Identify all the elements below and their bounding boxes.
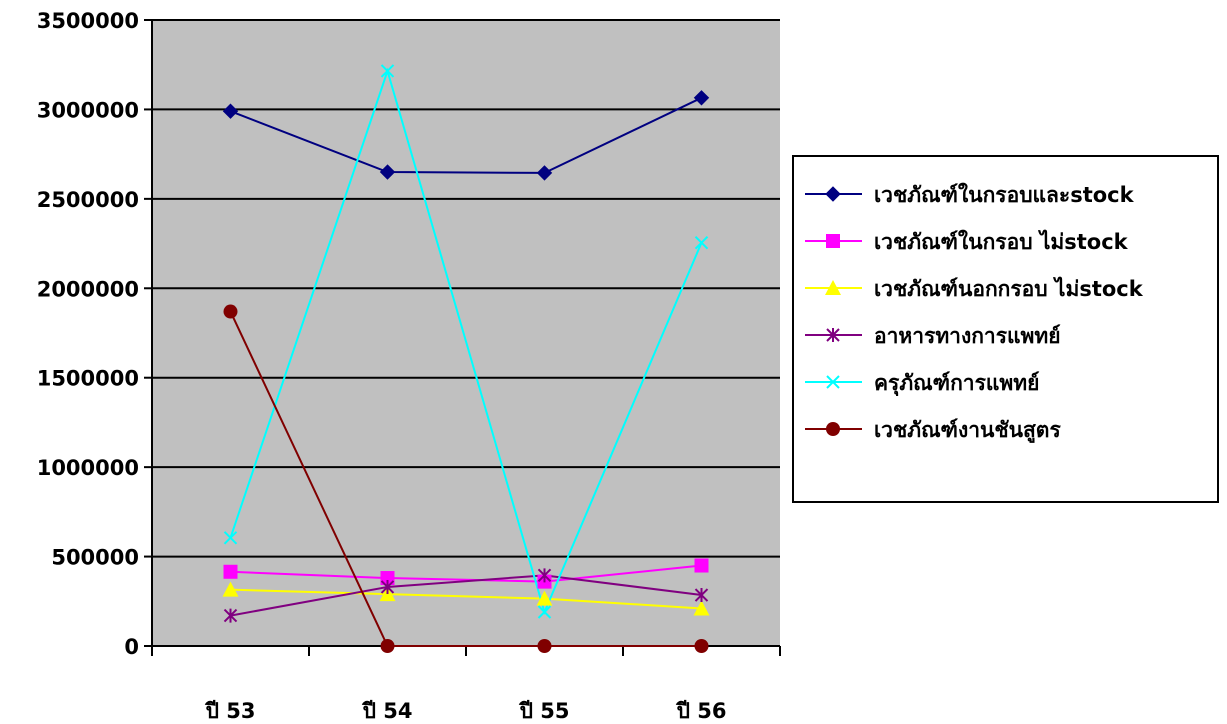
legend-label: ครุภัณฑ์การแพทย์ xyxy=(874,371,1039,397)
x-axis-ticks: ปี 53 ปี 54 ปี 55 ปี 56 xyxy=(151,646,781,723)
data-point-series-6 xyxy=(694,639,709,653)
data-point-series-6 xyxy=(223,304,238,319)
data-point-series-1 xyxy=(536,165,553,181)
legend-swatch-marker xyxy=(825,280,841,295)
data-point-series-3 xyxy=(693,600,710,616)
series-line-6 xyxy=(229,311,702,647)
data-point-series-3 xyxy=(222,581,239,597)
legend-label: เวชภัณฑ์นอกกรอบ ไม่stock xyxy=(874,276,1144,301)
x-tick-label: ปี 55 xyxy=(518,699,570,723)
series-line-1 xyxy=(230,96,702,174)
data-point-series-3 xyxy=(536,590,553,606)
legend-swatch-marker xyxy=(825,186,841,202)
data-point-series-5 xyxy=(223,531,238,545)
data-point-series-4 xyxy=(537,568,552,583)
y-tick-label: 500000 xyxy=(51,546,139,570)
series-line-2 xyxy=(230,564,702,583)
y-tick-label: 2500000 xyxy=(37,188,139,212)
legend-swatch-marker xyxy=(826,328,840,342)
series-line-4 xyxy=(230,574,702,617)
legend-label: เวชภัณฑ์ในกรอบ ไม่stock xyxy=(874,229,1129,254)
series-line-3 xyxy=(230,588,702,610)
data-point-series-5 xyxy=(380,64,395,78)
y-tick-label: 1500000 xyxy=(37,367,139,391)
y-tick-label: 2000000 xyxy=(37,277,139,301)
x-tick-label: ปี 56 xyxy=(675,699,727,723)
data-point-series-4 xyxy=(223,608,238,623)
data-point-series-4 xyxy=(380,579,395,594)
y-tick-label: 3000000 xyxy=(37,98,139,122)
data-point-series-6 xyxy=(537,639,552,653)
series-lines xyxy=(229,67,703,647)
series-markers xyxy=(222,64,710,653)
data-point-series-2 xyxy=(223,564,238,579)
data-point-series-5 xyxy=(694,235,709,250)
y-tick-label: 3500000 xyxy=(37,9,139,33)
legend-label: อาหารทางการแพทย์ xyxy=(874,324,1061,348)
data-point-series-1 xyxy=(693,90,710,106)
data-point-series-6 xyxy=(380,639,395,653)
y-tick-label: 0 xyxy=(124,635,139,659)
x-tick-label: ปี 54 xyxy=(361,699,413,723)
y-tick-label: 1000000 xyxy=(37,456,139,480)
legend-label: เวชภัณฑ์ในกรอบและstock xyxy=(874,182,1135,207)
plot-area xyxy=(152,20,780,646)
gridlines xyxy=(152,19,780,558)
data-point-series-1 xyxy=(222,103,239,119)
x-tick-label: ปี 53 xyxy=(204,699,256,723)
y-axis-ticks: 0 500000 1000000 1500000 2000000 2500000 30000… xyxy=(37,9,152,659)
data-point-series-2 xyxy=(380,571,395,586)
series-line-5 xyxy=(229,67,703,615)
legend-label: เวชภัณฑ์งานชันสูตร xyxy=(874,418,1061,444)
legend-swatch-marker xyxy=(826,422,840,436)
legend: เวชภัณฑ์ในกรอบและstock เวชภัณฑ์ในกรอบ ไม่… xyxy=(792,155,1219,503)
legend-swatch-marker xyxy=(826,234,840,248)
legend-box xyxy=(792,155,1219,503)
data-point-series-2 xyxy=(694,558,709,573)
data-point-series-4 xyxy=(694,588,709,603)
legend-swatch-marker xyxy=(826,375,840,389)
data-point-series-1 xyxy=(379,164,396,180)
data-point-series-5 xyxy=(537,605,552,619)
